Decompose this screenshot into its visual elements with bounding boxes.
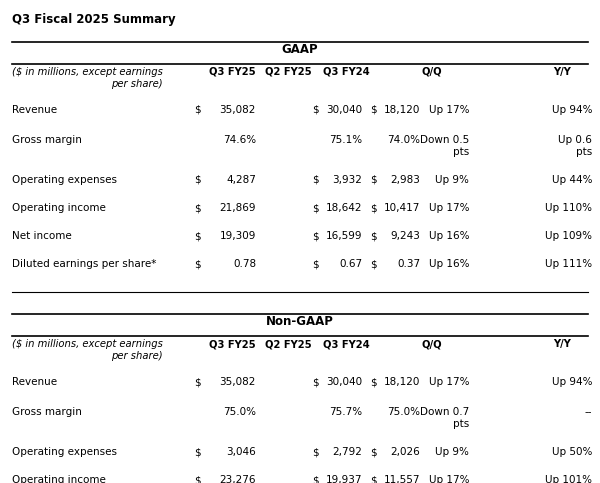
Text: Up 110%: Up 110% (545, 203, 592, 213)
Text: Up 44%: Up 44% (551, 175, 592, 185)
Text: $: $ (194, 259, 200, 269)
Text: Q3 FY24: Q3 FY24 (323, 339, 370, 349)
Text: Up 94%: Up 94% (551, 105, 592, 115)
Text: Up 111%: Up 111% (545, 259, 592, 269)
Text: $: $ (370, 105, 377, 115)
Text: 35,082: 35,082 (220, 377, 256, 387)
Text: 21,869: 21,869 (220, 203, 256, 213)
Text: Net income: Net income (12, 231, 72, 241)
Text: 3,046: 3,046 (226, 447, 256, 457)
Text: $: $ (312, 475, 319, 483)
Text: $: $ (370, 231, 377, 241)
Text: 75.0%: 75.0% (223, 407, 256, 417)
Text: 74.6%: 74.6% (223, 135, 256, 145)
Text: GAAP: GAAP (281, 43, 319, 56)
Text: Down 0.5
pts: Down 0.5 pts (420, 135, 469, 156)
Text: $: $ (312, 105, 319, 115)
Text: $: $ (194, 175, 200, 185)
Text: $: $ (370, 475, 377, 483)
Text: $: $ (312, 203, 319, 213)
Text: Q/Q: Q/Q (422, 339, 442, 349)
Text: Up 17%: Up 17% (428, 105, 469, 115)
Text: 18,120: 18,120 (383, 105, 420, 115)
Text: $: $ (312, 259, 319, 269)
Text: Y/Y: Y/Y (553, 339, 571, 349)
Text: 3,932: 3,932 (332, 175, 362, 185)
Text: --: -- (584, 407, 592, 417)
Text: 18,120: 18,120 (383, 377, 420, 387)
Text: Q3 FY25: Q3 FY25 (209, 67, 256, 77)
Text: 19,309: 19,309 (220, 231, 256, 241)
Text: Up 9%: Up 9% (435, 447, 469, 457)
Text: 75.7%: 75.7% (329, 407, 362, 417)
Text: $: $ (194, 475, 200, 483)
Text: Q3 FY24: Q3 FY24 (323, 67, 370, 77)
Text: 16,599: 16,599 (326, 231, 362, 241)
Text: Q2 FY25: Q2 FY25 (265, 339, 312, 349)
Text: Q3 Fiscal 2025 Summary: Q3 Fiscal 2025 Summary (12, 13, 176, 26)
Text: 19,937: 19,937 (326, 475, 362, 483)
Text: Operating expenses: Operating expenses (12, 447, 117, 457)
Text: 2,026: 2,026 (390, 447, 420, 457)
Text: $: $ (312, 175, 319, 185)
Text: 0.67: 0.67 (339, 259, 362, 269)
Text: 75.0%: 75.0% (387, 407, 420, 417)
Text: Up 109%: Up 109% (545, 231, 592, 241)
Text: 0.37: 0.37 (397, 259, 420, 269)
Text: ($ in millions, except earnings
per share): ($ in millions, except earnings per shar… (12, 67, 163, 88)
Text: Gross margin: Gross margin (12, 135, 82, 145)
Text: 0.78: 0.78 (233, 259, 256, 269)
Text: $: $ (194, 105, 200, 115)
Text: Up 0.6
pts: Up 0.6 pts (558, 135, 592, 156)
Text: Up 17%: Up 17% (428, 377, 469, 387)
Text: ($ in millions, except earnings
per share): ($ in millions, except earnings per shar… (12, 339, 163, 361)
Text: 4,287: 4,287 (226, 175, 256, 185)
Text: 11,557: 11,557 (383, 475, 420, 483)
Text: Up 16%: Up 16% (428, 259, 469, 269)
Text: Revenue: Revenue (12, 105, 57, 115)
Text: Up 16%: Up 16% (428, 231, 469, 241)
Text: 18,642: 18,642 (326, 203, 362, 213)
Text: $: $ (370, 447, 377, 457)
Text: 35,082: 35,082 (220, 105, 256, 115)
Text: Operating expenses: Operating expenses (12, 175, 117, 185)
Text: Up 101%: Up 101% (545, 475, 592, 483)
Text: $: $ (194, 203, 200, 213)
Text: $: $ (312, 447, 319, 457)
Text: $: $ (194, 231, 200, 241)
Text: Up 9%: Up 9% (435, 175, 469, 185)
Text: $: $ (194, 377, 200, 387)
Text: 2,792: 2,792 (332, 447, 362, 457)
Text: 9,243: 9,243 (390, 231, 420, 241)
Text: $: $ (370, 175, 377, 185)
Text: Up 94%: Up 94% (551, 377, 592, 387)
Text: Q2 FY25: Q2 FY25 (265, 67, 312, 77)
Text: $: $ (194, 447, 200, 457)
Text: $: $ (370, 259, 377, 269)
Text: Operating income: Operating income (12, 475, 106, 483)
Text: $: $ (312, 231, 319, 241)
Text: Diluted earnings per share*: Diluted earnings per share* (12, 259, 157, 269)
Text: Y/Y: Y/Y (553, 67, 571, 77)
Text: $: $ (312, 377, 319, 387)
Text: 23,276: 23,276 (220, 475, 256, 483)
Text: Up 17%: Up 17% (428, 475, 469, 483)
Text: Revenue: Revenue (12, 377, 57, 387)
Text: Q3 FY25: Q3 FY25 (209, 339, 256, 349)
Text: 75.1%: 75.1% (329, 135, 362, 145)
Text: Gross margin: Gross margin (12, 407, 82, 417)
Text: Up 50%: Up 50% (551, 447, 592, 457)
Text: $: $ (370, 377, 377, 387)
Text: 74.0%: 74.0% (387, 135, 420, 145)
Text: Operating income: Operating income (12, 203, 106, 213)
Text: 2,983: 2,983 (390, 175, 420, 185)
Text: 30,040: 30,040 (326, 105, 362, 115)
Text: 30,040: 30,040 (326, 377, 362, 387)
Text: 10,417: 10,417 (383, 203, 420, 213)
Text: $: $ (370, 203, 377, 213)
Text: Q/Q: Q/Q (422, 67, 442, 77)
Text: Non-GAAP: Non-GAAP (266, 315, 334, 328)
Text: Up 17%: Up 17% (428, 203, 469, 213)
Text: Down 0.7
pts: Down 0.7 pts (420, 407, 469, 428)
